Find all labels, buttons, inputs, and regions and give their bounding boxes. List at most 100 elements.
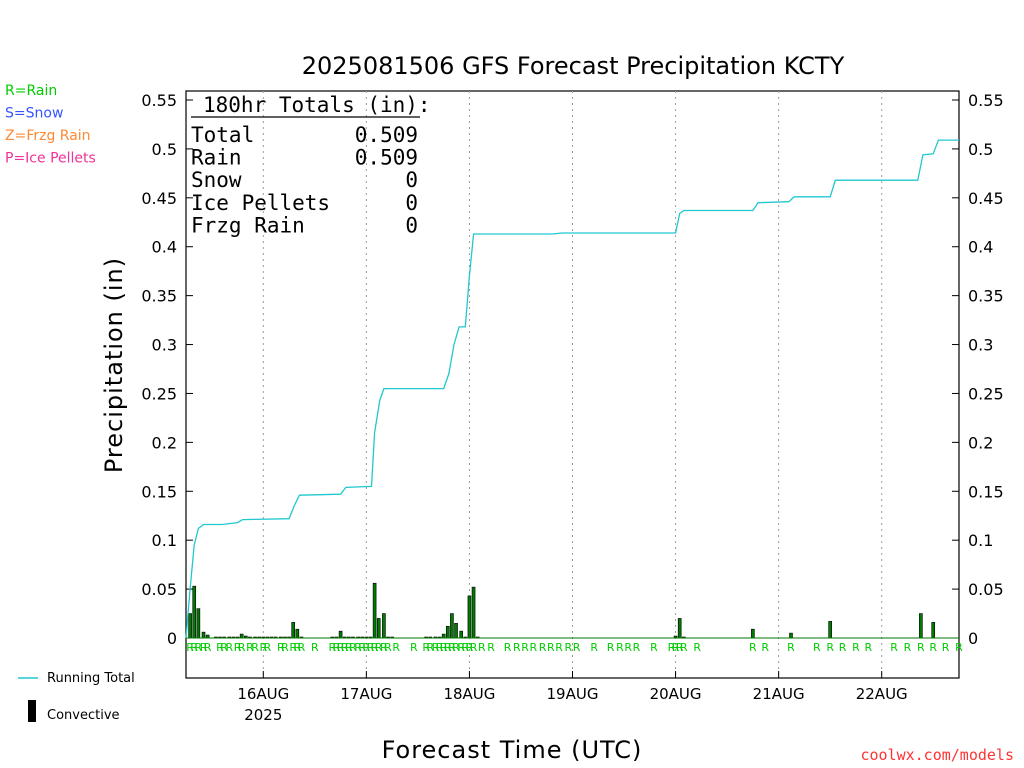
ptype-mark: R <box>761 641 769 654</box>
ptype-mark: R <box>380 641 388 654</box>
ptype-mark: R <box>341 641 349 654</box>
ptype-legend-item: Z=Frzg Rain <box>5 128 91 144</box>
totals-value: 0.509 <box>355 146 418 170</box>
ptype-mark: R <box>787 641 795 654</box>
y-tick-label: 0.45 <box>968 189 1004 208</box>
y-tick-label: 0.4 <box>968 238 993 257</box>
ptype-mark: R <box>277 641 285 654</box>
y-tick-label: 0.5 <box>968 140 993 159</box>
ptype-mark: R <box>220 641 228 654</box>
ptype-mark: R <box>436 641 444 654</box>
ptype-mark: R <box>864 641 872 654</box>
precip-bar <box>789 632 793 639</box>
ptype-mark: R <box>487 641 495 654</box>
y-tick-label: 0.1 <box>152 531 177 550</box>
ptype-mark: R <box>186 641 194 654</box>
ptype-mark: R <box>693 641 701 654</box>
totals-box: 180hr Totals (in): Total 0.509 Rain 0.509 Sn… <box>191 93 431 237</box>
ptype-mark: R <box>616 641 624 654</box>
y-tick-label: 0.35 <box>141 287 177 306</box>
ptype-mark: R <box>238 641 246 654</box>
chart-title: 2025081506 GFS Forecast Precipitation KC… <box>302 52 845 80</box>
y-tick-label: 0.55 <box>968 91 1004 110</box>
y-tick-label: 0.35 <box>968 287 1004 306</box>
ptype-mark: R <box>457 641 465 654</box>
ptype-mark: R <box>440 641 448 654</box>
precip-bar <box>338 630 343 639</box>
ptype-mark: R <box>349 641 357 654</box>
y-tick-label: 0 <box>167 629 177 648</box>
precip-bar <box>454 623 458 639</box>
totals-value: 0.509 <box>355 123 418 147</box>
ptype-mark: R <box>672 641 680 654</box>
y-tick-label: 0.05 <box>968 580 1004 599</box>
ptype-mark: R <box>354 641 362 654</box>
ptype-mark: R <box>607 641 615 654</box>
ptype-mark: R <box>311 641 319 654</box>
ptype-mark: R <box>680 641 688 654</box>
y-tick-label: 0.15 <box>141 482 177 501</box>
convective-legend-label: Convective <box>47 708 120 723</box>
y-axis-label: Precipitation (in) <box>100 257 128 473</box>
ptype-mark: R <box>650 641 658 654</box>
ptype-mark: R <box>547 641 555 654</box>
ptype-mark: R <box>530 641 538 654</box>
y-tick-label: 0.3 <box>152 336 177 355</box>
precip-bar <box>372 582 377 639</box>
ptype-mark: R <box>246 641 254 654</box>
ptype-mark: R <box>384 641 392 654</box>
x-tick-sublabel: 2025 <box>244 706 282 724</box>
ptype-mark: R <box>590 641 598 654</box>
ptype-mark: R <box>813 641 821 654</box>
ptype-legend: R=Rain S=Snow Z=Frzg Rain P=Ice Pellets <box>5 83 96 167</box>
ptype-mark: R <box>466 641 474 654</box>
y-tick-label: 0.05 <box>141 580 177 599</box>
ptype-legend-item: P=Ice Pellets <box>5 151 96 167</box>
precip-bar <box>201 631 206 639</box>
y-tick-label: 0.5 <box>152 140 177 159</box>
precip-bar <box>295 628 300 639</box>
ptype-mark: R <box>633 641 641 654</box>
ptype-mark: R <box>337 641 345 654</box>
ptype-mark: R <box>204 641 212 654</box>
y-tick-label: 0.2 <box>152 433 177 452</box>
running-total-legend-label: Running Total <box>47 671 135 686</box>
ptype-mark: R <box>826 641 834 654</box>
totals-value: 0 <box>405 213 418 237</box>
x-axis-ticks: 16AUG 2025 17AUG 18AUG 19AUG 20AUG 21AUG 22AUG <box>237 671 908 724</box>
precip-bar <box>471 586 476 639</box>
precip-bar <box>192 585 197 639</box>
totals-value: 0 <box>405 191 418 215</box>
precip-bar <box>239 633 244 639</box>
precip-bar <box>459 630 463 639</box>
ptype-mark: R <box>333 641 341 654</box>
ptype-mark: R <box>565 641 573 654</box>
ptype-mark: R <box>890 641 898 654</box>
ptype-mark: R <box>358 641 366 654</box>
running-total-polyline <box>185 139 959 639</box>
precip-bar <box>188 613 192 639</box>
ptype-mark: R <box>852 641 860 654</box>
ptype-mark: R <box>478 641 486 654</box>
x-tick-label: 16AUG <box>237 685 289 703</box>
ptype-mark: R <box>371 641 379 654</box>
x-tick-label: 21AUG <box>753 685 805 703</box>
ptype-mark: R <box>676 641 684 654</box>
ptype-mark: R <box>668 641 676 654</box>
ptype-mark: R <box>363 641 371 654</box>
ptype-mark: R <box>410 641 418 654</box>
x-tick-label: 22AUG <box>856 685 908 703</box>
y-tick-label: 0.25 <box>968 384 1004 403</box>
running-total-line <box>185 139 959 639</box>
ptype-mark: R <box>452 641 460 654</box>
y-tick-label: 0.3 <box>968 336 993 355</box>
ptype-mark: R <box>422 641 430 654</box>
ptype-mark: R <box>329 641 337 654</box>
y-tick-label: 0.45 <box>141 189 177 208</box>
ptype-mark: R <box>624 641 632 654</box>
y-tick-label: 0.55 <box>141 91 177 110</box>
totals-value: 0 <box>405 168 418 192</box>
ptype-mark: R <box>234 641 242 654</box>
ptype-mark: R <box>281 641 289 654</box>
